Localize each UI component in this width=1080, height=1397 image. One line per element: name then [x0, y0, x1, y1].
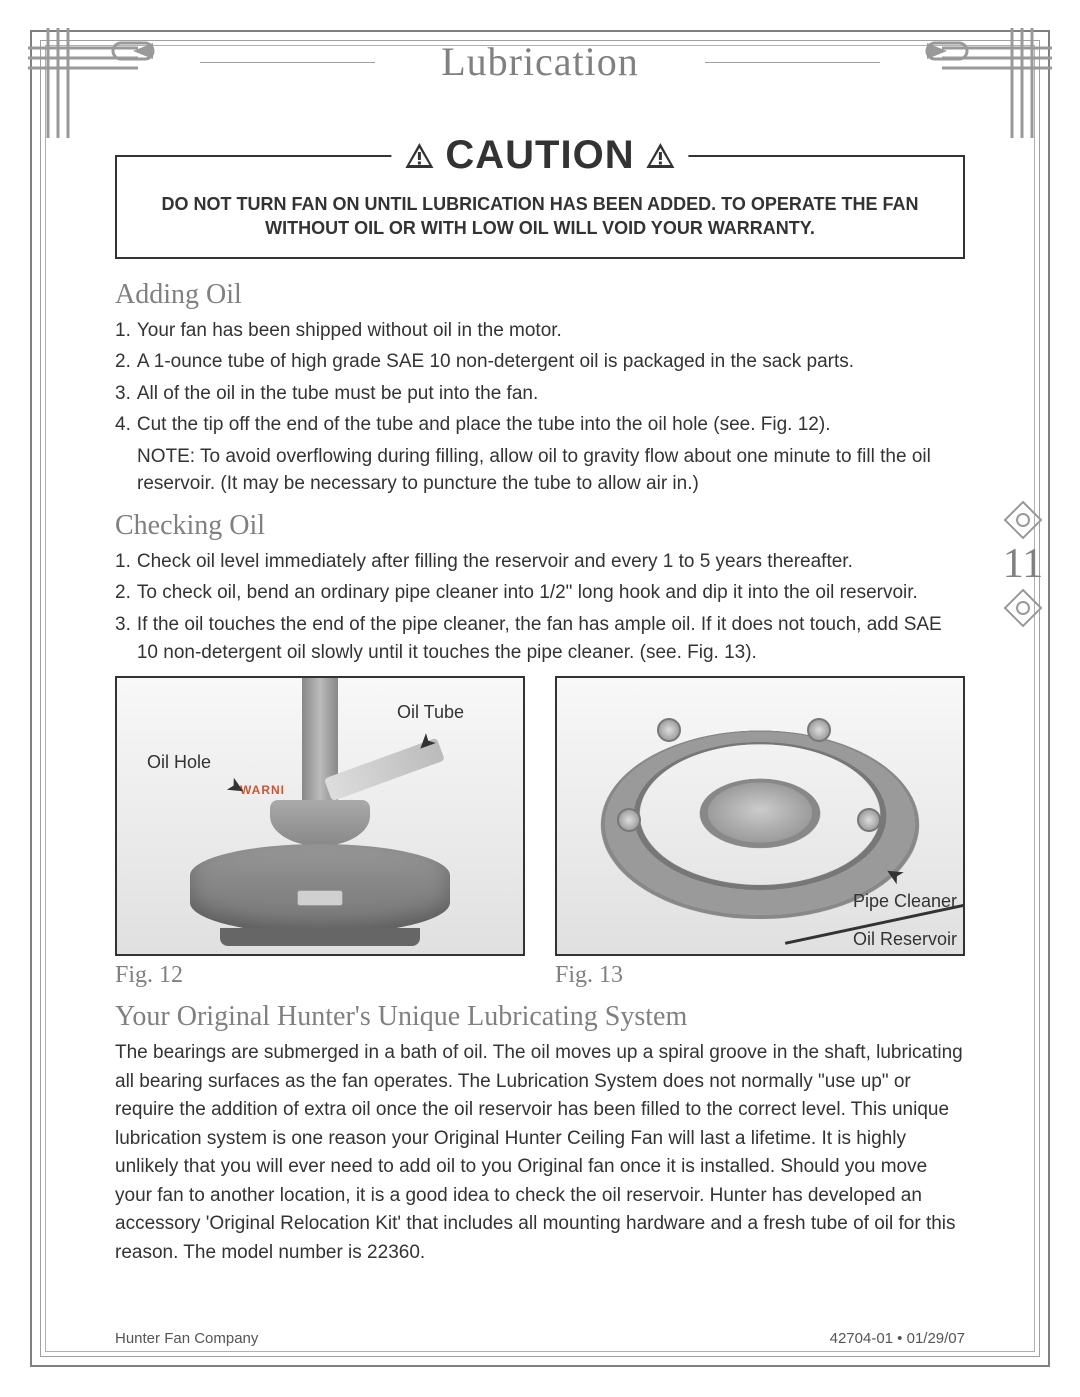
list-item: 3.If the oil touches the end of the pipe…: [115, 611, 965, 666]
caution-box: CAUTION DO NOT TURN FAN ON UNTIL LUBRICA…: [115, 155, 965, 259]
arrow-icon: ➤: [222, 771, 251, 803]
page-title: Lubrication: [0, 38, 1080, 85]
list-item: 2.To check oil, bend an ordinary pipe cl…: [115, 579, 965, 607]
title-rule-left: [200, 62, 375, 63]
list-item: 2.A 1-ounce tube of high grade SAE 10 no…: [115, 348, 965, 376]
warning-icon: [403, 140, 435, 172]
footer: Hunter Fan Company 42704-01 • 01/29/07: [115, 1330, 965, 1347]
heading-checking-oil: Checking Oil: [115, 510, 965, 542]
list-item: 4.Cut the tip off the end of the tube an…: [115, 411, 965, 439]
warning-icon: [645, 140, 677, 172]
fig12-caption: Fig. 12: [115, 962, 525, 989]
caution-label: CAUTION: [445, 133, 634, 178]
heading-unique-system: Your Original Hunter's Unique Lubricatin…: [115, 1001, 965, 1033]
fig13-label-pipe-cleaner: Pipe Cleaner: [853, 892, 957, 912]
figure-13-column: ➤ Pipe Cleaner Oil Reservoir Fig. 13: [555, 676, 965, 989]
footer-docid: 42704-01 • 01/29/07: [830, 1330, 965, 1347]
adding-oil-note: NOTE: To avoid overflowing during fillin…: [137, 443, 965, 498]
caution-text: DO NOT TURN FAN ON UNTIL LUBRICATION HAS…: [137, 192, 943, 241]
checking-oil-list: 1.Check oil level immediately after fill…: [115, 548, 965, 666]
figure-12-column: WARNI Oil Tube ➤ Oil Hole ➤ Fig. 12: [115, 676, 525, 989]
fig12-label-oil-tube: Oil Tube: [397, 702, 464, 723]
fig13-caption: Fig. 13: [555, 962, 965, 989]
footer-company: Hunter Fan Company: [115, 1330, 258, 1347]
content-area: CAUTION DO NOT TURN FAN ON UNTIL LUBRICA…: [115, 155, 965, 1337]
figure-13: ➤ Pipe Cleaner Oil Reservoir: [555, 676, 965, 956]
heading-adding-oil: Adding Oil: [115, 279, 965, 311]
title-rule-right: [705, 62, 880, 63]
caution-header: CAUTION: [391, 133, 688, 178]
page-number: 11: [988, 540, 1058, 588]
list-item: 1.Check oil level immediately after fill…: [115, 548, 965, 576]
unique-system-body: The bearings are submerged in a bath of …: [115, 1039, 965, 1267]
adding-oil-list: 1.Your fan has been shipped without oil …: [115, 317, 965, 439]
figure-12: WARNI Oil Tube ➤ Oil Hole ➤: [115, 676, 525, 956]
fig13-label-oil-reservoir: Oil Reservoir: [853, 930, 957, 950]
list-item: 1.Your fan has been shipped without oil …: [115, 317, 965, 345]
figures-row: WARNI Oil Tube ➤ Oil Hole ➤ Fig. 12 ➤ Pi…: [115, 676, 965, 989]
list-item: 3.All of the oil in the tube must be put…: [115, 380, 965, 408]
page-number-ornament: 11: [988, 500, 1058, 700]
fig12-label-oil-hole: Oil Hole: [147, 752, 211, 773]
